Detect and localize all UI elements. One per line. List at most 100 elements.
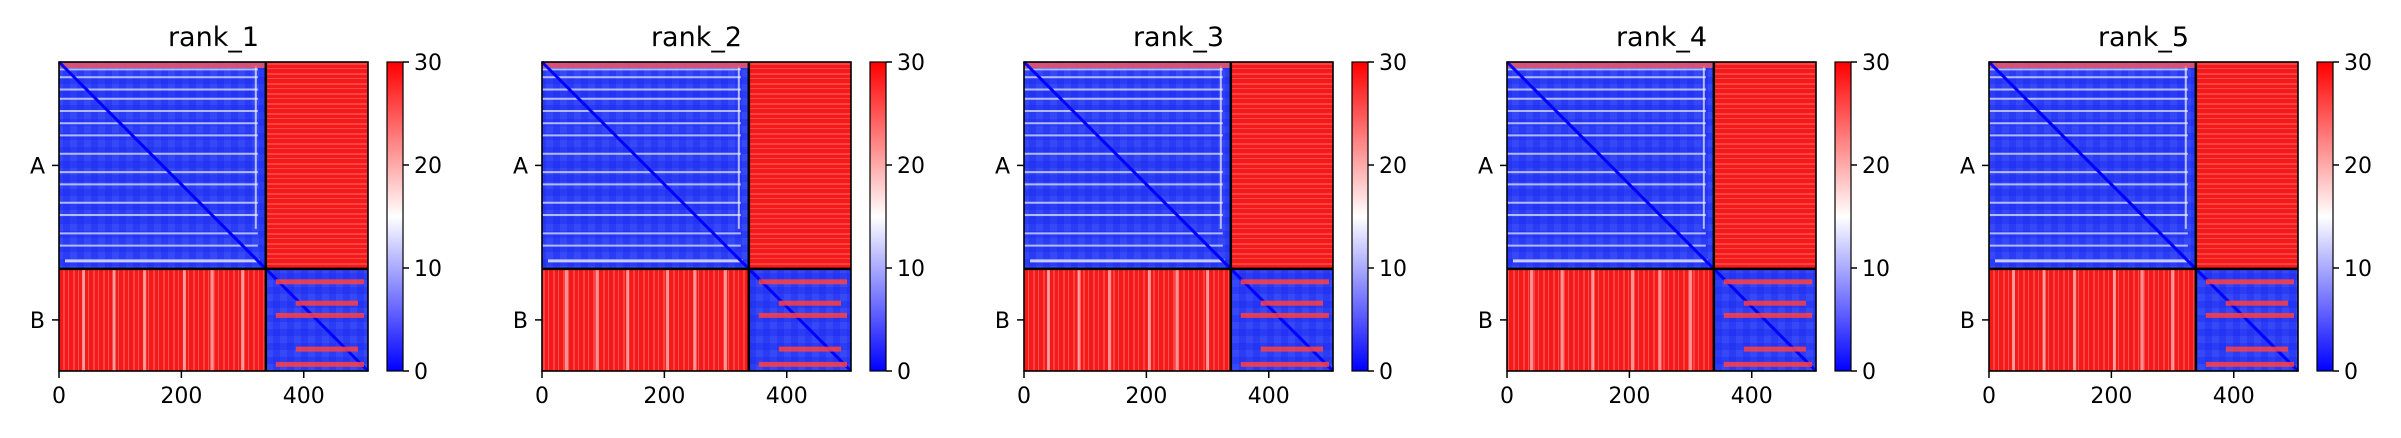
chain-label-B: B [1478, 309, 1493, 334]
colorbar-tick-label: 20 [1379, 154, 1407, 179]
heatmap-band-B [1723, 312, 1812, 318]
heatmap-top-band [1024, 62, 1231, 68]
heatmap-block-BA [59, 268, 266, 371]
heatmap-band-B [275, 279, 364, 285]
panel-2: rank_2 0 200 400 A B 0 10 20 30 [513, 22, 925, 409]
heatmap-top-band [1507, 62, 1714, 68]
panel-3: rank_3 0 200 400 A B 0 10 20 30 [995, 22, 1407, 409]
diagonal-B [1712, 267, 1818, 373]
chain-label-A: A [1478, 154, 1493, 179]
x-tick-label: 0 [1982, 384, 1996, 409]
heatmap-band-B [1240, 312, 1329, 318]
heatmap-band-B [1723, 279, 1812, 285]
heatmap-band-B [1723, 361, 1812, 367]
colorbar-tick-label: 20 [897, 154, 925, 179]
axes-frame [541, 61, 852, 372]
colorbar-tick-label: 0 [1862, 360, 1876, 385]
x-tick-label: 200 [1608, 384, 1650, 409]
colorbar-tick-label: 30 [2344, 51, 2372, 76]
x-tick-label: 200 [643, 384, 685, 409]
diagonal-A [1987, 60, 2197, 270]
heatmap-band-B [778, 346, 841, 352]
panel-1: rank_1 0 200 400 A B 0 10 20 30 [30, 22, 442, 409]
colorbar-tick-label: 10 [897, 257, 925, 282]
heatmap-band-B [1240, 361, 1329, 367]
colorbar-tick-label: 0 [897, 360, 911, 385]
colorbar-tick-label: 20 [1862, 154, 1890, 179]
chain-label-B: B [995, 309, 1010, 334]
heatmap-block-AB [1230, 62, 1333, 269]
heatmap-block-BA [542, 268, 749, 371]
chain-label-B: B [513, 309, 528, 334]
colorbar-tick-label: 20 [2344, 154, 2372, 179]
colorbar-tick-label: 0 [2344, 360, 2358, 385]
chain-label-A: A [30, 154, 45, 179]
heatmap-band-B [1260, 300, 1323, 306]
axes-frame [58, 61, 369, 372]
heatmap-band-B [275, 361, 364, 367]
colorbar [386, 61, 404, 372]
colorbar-tick-label: 0 [1379, 360, 1393, 385]
x-tick-label: 400 [2213, 384, 2255, 409]
chain-label-B: B [30, 309, 45, 334]
heatmap-band-B [2205, 361, 2294, 367]
colorbar-tick-label: 30 [1379, 51, 1407, 76]
heatmap-band-B [1743, 346, 1806, 352]
chain-label-A: A [995, 154, 1010, 179]
heatmap-band-B [2225, 346, 2288, 352]
diagonal-A [1022, 60, 1232, 270]
heatmap-band-B [2205, 279, 2294, 285]
heatmap-top-band [59, 62, 266, 68]
diagonal-B [264, 267, 370, 373]
heatmap-band-B [1240, 279, 1329, 285]
heatmap-band-B [758, 279, 847, 285]
panel-title: rank_3 [1133, 22, 1224, 53]
panel-title: rank_4 [1616, 22, 1707, 53]
panel-4: rank_4 0 200 400 A B 0 10 20 30 [1478, 22, 1890, 409]
heatmap-block-AB [265, 62, 368, 269]
colorbar-tick-label: 20 [414, 154, 442, 179]
x-tick-label: 0 [1500, 384, 1514, 409]
colorbar [1351, 61, 1369, 372]
colorbar-tick-label: 30 [1862, 51, 1890, 76]
heatmap-block-BA [1507, 268, 1714, 371]
x-tick-label: 400 [766, 384, 808, 409]
heatmap-band-B [295, 300, 358, 306]
heatmap-top-band [1989, 62, 2196, 68]
diagonal-B [747, 267, 853, 373]
x-tick-label: 400 [1248, 384, 1290, 409]
heatmap-band-B [758, 361, 847, 367]
heatmap-band-B [2225, 300, 2288, 306]
axes-frame [1023, 61, 1334, 372]
colorbar [1834, 61, 1852, 372]
x-tick-label: 400 [283, 384, 325, 409]
heatmap-block-AB [748, 62, 851, 269]
chain-label-A: A [513, 154, 528, 179]
heatmap-band-B [295, 346, 358, 352]
x-tick-label: 0 [535, 384, 549, 409]
axes-frame [1506, 61, 1817, 372]
colorbar-tick-label: 10 [414, 257, 442, 282]
heatmap-block-BA [1024, 268, 1231, 371]
heatmap-band-B [2205, 312, 2294, 318]
diagonal-A [57, 60, 267, 270]
chain-label-B: B [1960, 309, 1975, 334]
diagonal-A [540, 60, 750, 270]
x-tick-label: 0 [1017, 384, 1031, 409]
x-tick-label: 200 [160, 384, 202, 409]
diagonal-B [2194, 267, 2300, 373]
panel-title: rank_2 [651, 22, 742, 53]
heatmap-band-B [275, 312, 364, 318]
panel-title: rank_1 [168, 22, 259, 53]
heatmap-block-AB [1713, 62, 1816, 269]
heatmap-block-AB [2195, 62, 2298, 269]
heatmap-band-B [778, 300, 841, 306]
diagonal-A [1505, 60, 1715, 270]
colorbar-tick-label: 10 [2344, 257, 2372, 282]
panel-5: rank_5 0 200 400 A B 0 10 20 30 [1960, 22, 2372, 409]
panel-title: rank_5 [2098, 22, 2189, 53]
colorbar-tick-label: 10 [1862, 257, 1890, 282]
x-tick-label: 200 [1125, 384, 1167, 409]
heatmap-band-B [758, 312, 847, 318]
